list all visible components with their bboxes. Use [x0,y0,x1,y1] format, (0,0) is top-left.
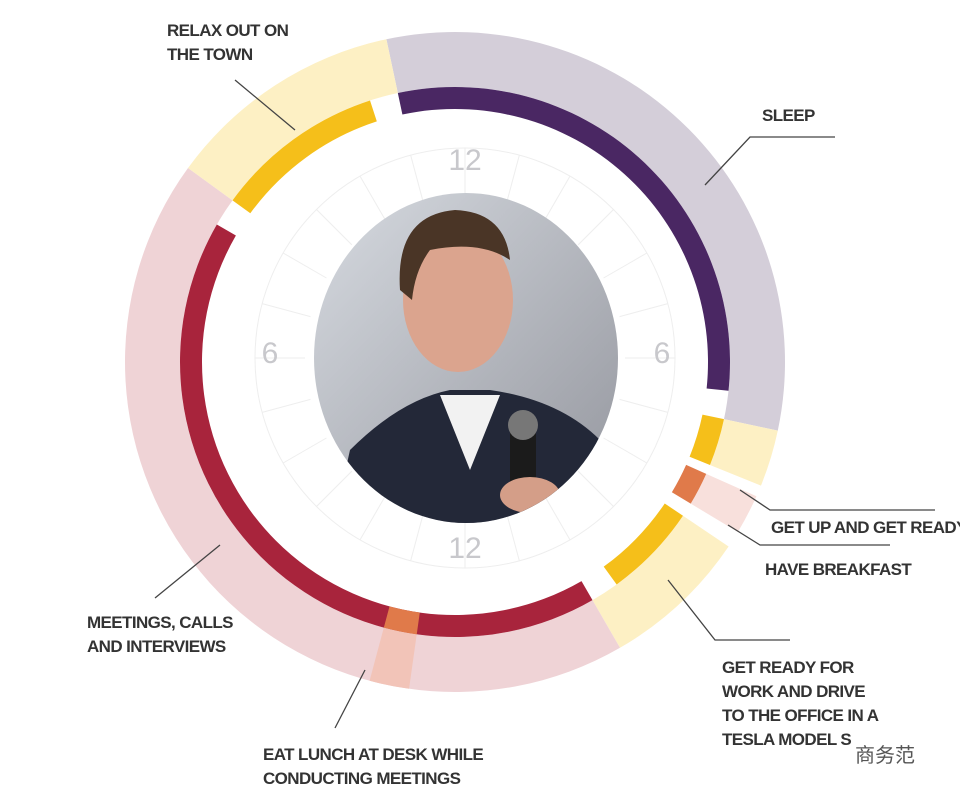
dial-tick [282,437,327,464]
dial-number: 12 [448,144,481,177]
dial-tick [505,512,520,561]
label: SLEEP [762,106,815,125]
dial-tick [316,470,353,507]
label: GET READY FOR [722,658,854,677]
label: TO THE OFFICE IN A [722,706,879,725]
activity-core [603,503,683,585]
dial-tick [262,303,311,318]
label: THE TOWN [167,45,253,64]
leader-line [667,579,790,641]
lunch-core [383,606,420,635]
activity-core [689,414,724,466]
dial-number: 12 [448,532,481,565]
label: GET UP AND GET READY [771,518,960,537]
label: CONDUCTING MEETINGS [263,769,461,788]
label: AND INTERVIEWS [87,637,226,656]
dial-tick [544,496,571,541]
dial-tick [603,252,648,279]
activity-band [709,419,778,486]
dial-tick [262,398,311,413]
dial-number: 6 [262,337,279,370]
activity-band [188,39,398,201]
dial-tick [410,155,425,204]
activity-core [671,464,707,504]
activity-band [592,515,729,648]
dial-tick [410,512,425,561]
dial-tick [603,437,648,464]
dial-tick [316,209,353,246]
leader-line [154,544,221,599]
label: WORK AND DRIVE [722,682,865,701]
leader-line [334,669,366,729]
dial-tick [577,209,614,246]
leader-line [234,79,296,131]
label: TESLA MODEL S [722,730,851,749]
portrait [314,193,618,523]
dial-tick [577,470,614,507]
label: MEETINGS, CALLS [87,613,233,632]
day-rings [125,32,785,692]
dial-tick [505,155,520,204]
lunch-band [369,627,417,689]
labels: RELAX OUT ON THE TOWN SLEEP GET UP AND GET … [87,21,960,788]
activity-band [386,32,785,431]
label: RELAX OUT ON [167,21,289,40]
label: EAT LUNCH AT DESK WHILE [263,745,483,764]
label: HAVE BREAKFAST [765,560,912,579]
dial-number: 6 [654,337,671,370]
activity-band [690,473,757,532]
dial-grid [254,147,676,569]
dial-tick [359,496,386,541]
activity-core [232,100,377,214]
dial-tick [544,175,571,220]
leader-line [739,489,935,511]
leader-line [727,524,890,546]
dial-tick [619,398,668,413]
dial-tick [359,175,386,220]
leader-line [704,136,835,186]
dial-tick [619,303,668,318]
dial-tick [282,252,327,279]
activity-band [125,168,621,692]
watermark: 商务范 [855,743,915,767]
